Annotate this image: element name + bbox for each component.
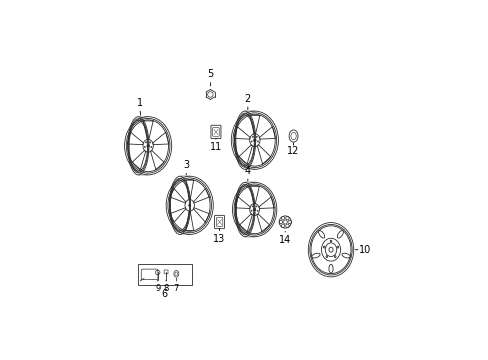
Text: 1: 1 [136, 98, 142, 108]
Text: 13: 13 [213, 234, 225, 244]
Text: 14: 14 [279, 235, 291, 245]
Text: 2: 2 [244, 94, 250, 104]
Text: 8: 8 [163, 284, 168, 293]
Circle shape [253, 208, 255, 211]
Text: 9: 9 [155, 284, 160, 293]
Circle shape [188, 204, 190, 206]
Text: 10: 10 [358, 245, 370, 255]
Text: 6: 6 [162, 289, 167, 299]
Text: 12: 12 [287, 146, 299, 156]
Text: 4: 4 [244, 166, 250, 176]
Text: 3: 3 [183, 160, 189, 170]
Text: 11: 11 [209, 143, 222, 152]
Circle shape [147, 145, 149, 147]
Text: 7: 7 [173, 284, 179, 293]
Bar [138, 264, 191, 285]
Circle shape [253, 139, 256, 141]
Text: 5: 5 [207, 69, 213, 79]
